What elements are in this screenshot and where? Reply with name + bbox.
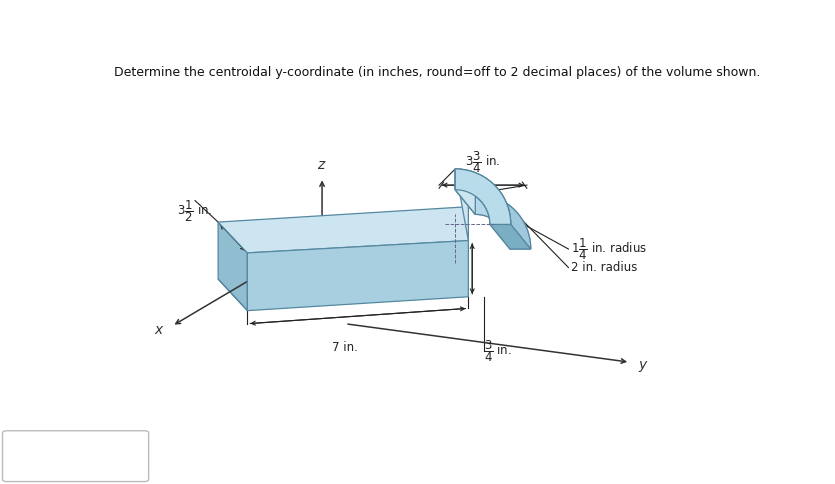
Polygon shape: [455, 169, 475, 214]
Text: 2 in. radius: 2 in. radius: [571, 261, 637, 274]
Polygon shape: [455, 169, 475, 241]
Polygon shape: [455, 169, 531, 249]
Polygon shape: [455, 190, 510, 249]
Polygon shape: [247, 241, 468, 311]
Text: $3\dfrac{1}{2}$ in.: $3\dfrac{1}{2}$ in.: [177, 198, 213, 224]
Text: $\dfrac{3}{4}$ in.: $\dfrac{3}{4}$ in.: [483, 338, 512, 363]
Polygon shape: [218, 222, 247, 311]
Text: $x$: $x$: [154, 323, 165, 337]
Polygon shape: [475, 194, 531, 249]
Text: $3\dfrac{3}{4}$ in.: $3\dfrac{3}{4}$ in.: [465, 150, 501, 175]
Polygon shape: [455, 169, 475, 214]
Text: $z$: $z$: [317, 158, 326, 172]
Text: $y$: $y$: [638, 359, 649, 374]
Text: Determine the centroidal y-coordinate (in inches, round=off to 2 decimal places): Determine the centroidal y-coordinate (i…: [114, 66, 761, 79]
Text: $1\dfrac{1}{4}$ in. radius: $1\dfrac{1}{4}$ in. radius: [571, 236, 647, 262]
Polygon shape: [455, 169, 511, 225]
Polygon shape: [490, 225, 531, 249]
Polygon shape: [455, 169, 475, 214]
Text: 7 in.: 7 in.: [332, 341, 358, 354]
Polygon shape: [218, 207, 468, 253]
Polygon shape: [218, 279, 247, 311]
Polygon shape: [455, 169, 511, 225]
